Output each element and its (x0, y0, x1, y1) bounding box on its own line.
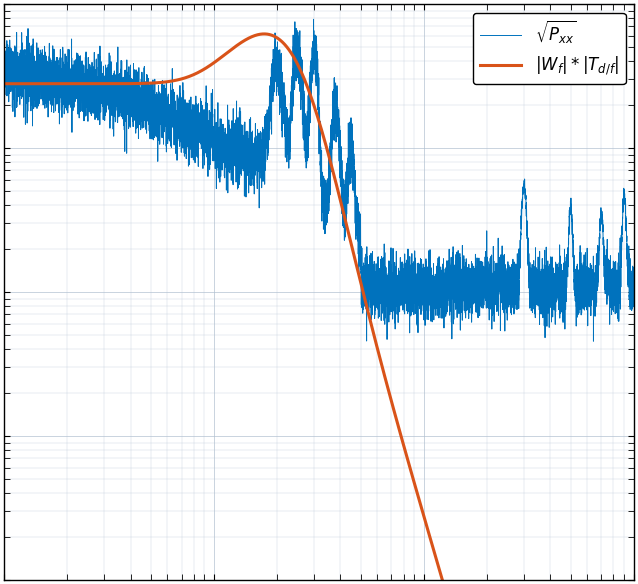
$|W_f| * |T_{d/f}|$ (401, 444, 408, 451)
$\sqrt{P_{xx}}$ (467, 274, 475, 281)
$\sqrt{P_{xx}}$ (228, 145, 236, 152)
$|W_f| * |T_{d/f}|$ (260, 30, 268, 37)
$\sqrt{P_{xx}}$ (32, 62, 40, 69)
Legend: $\sqrt{P_{xx}}$, $|W_f| * |T_{d/f}|$: $\sqrt{P_{xx}}$, $|W_f| * |T_{d/f}|$ (473, 12, 625, 84)
$|W_f| * |T_{d/f}|$ (1, 80, 8, 87)
Line: $\sqrt{P_{xx}}$: $\sqrt{P_{xx}}$ (4, 19, 634, 341)
$|W_f| * |T_{d/f}|$ (32, 80, 40, 87)
$\sqrt{P_{xx}}$ (373, 304, 381, 311)
$\sqrt{P_{xx}}$ (1, 66, 8, 73)
$|W_f| * |T_{d/f}|$ (228, 46, 236, 53)
$\sqrt{P_{xx}}$ (501, 263, 508, 270)
$\sqrt{P_{xx}}$ (630, 272, 637, 279)
$\sqrt{P_{xx}}$ (401, 308, 408, 315)
$\sqrt{P_{xx}}$ (309, 16, 317, 23)
$|W_f| * |T_{d/f}|$ (373, 343, 381, 350)
$\sqrt{P_{xx}}$ (590, 338, 597, 345)
Line: $|W_f| * |T_{d/f}|$: $|W_f| * |T_{d/f}|$ (4, 34, 634, 584)
